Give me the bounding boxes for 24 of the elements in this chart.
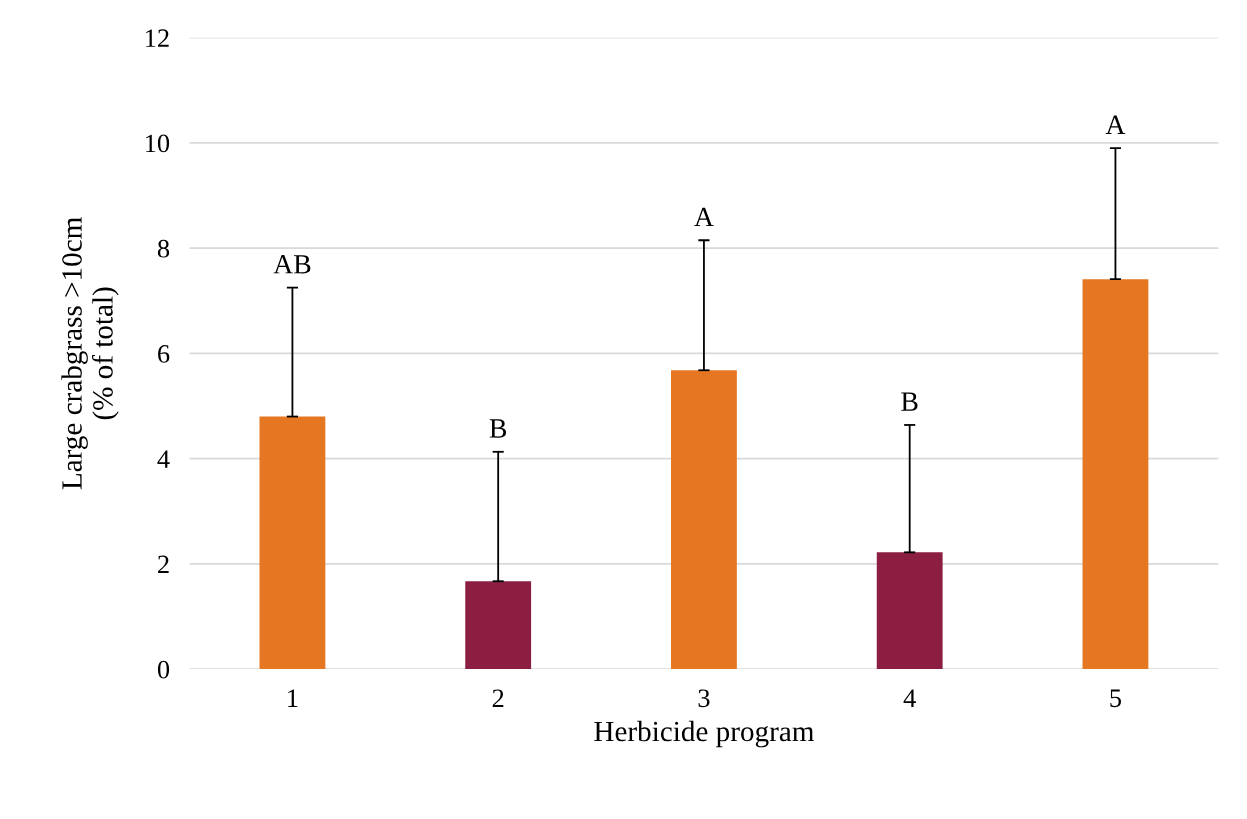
- y-tick-label: 4: [157, 450, 170, 468]
- x-tick-label: 2: [492, 689, 504, 707]
- bar: [465, 581, 532, 670]
- x-tick-label: 1: [288, 689, 298, 707]
- x-tick-label: 4: [903, 689, 916, 707]
- y-tick-label: 8: [157, 239, 170, 258]
- annotation: B: [489, 419, 507, 438]
- annotation: A: [694, 207, 714, 227]
- bar: [259, 416, 326, 670]
- x-tick-label: 3: [698, 689, 710, 708]
- y-tick-label: 6: [158, 345, 170, 363]
- bar: [671, 370, 737, 670]
- y-tick-label: 10: [146, 134, 170, 153]
- bar: [876, 552, 943, 670]
- x-axis-title: Herbicide program: [594, 720, 815, 748]
- y-axis-title: Large crabgrass >10cm (% of total): [61, 217, 119, 490]
- y-tick-label: 12: [146, 29, 169, 47]
- annotation: B: [901, 392, 918, 411]
- annotation: A: [1105, 115, 1126, 134]
- y-tick-label: 2: [158, 555, 169, 574]
- x-tick-label: 5: [1110, 689, 1122, 708]
- y-tick-label: 0: [157, 660, 170, 679]
- bar: [1082, 279, 1149, 670]
- annotation: AB: [273, 255, 311, 274]
